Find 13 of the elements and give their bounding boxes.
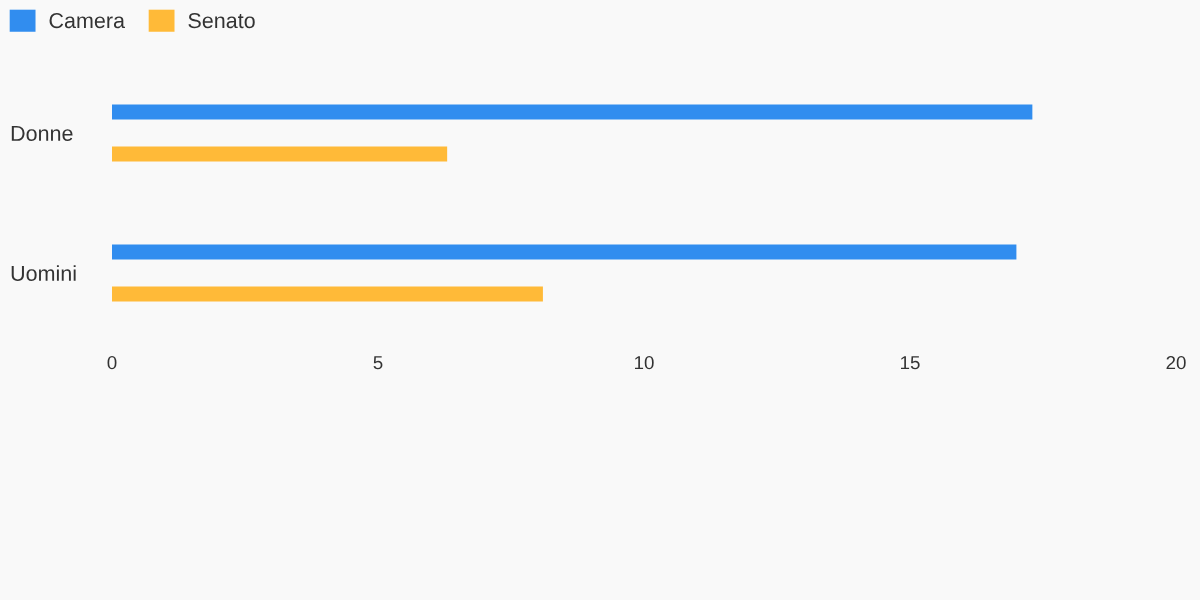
legend-label: Camera (49, 12, 125, 29)
x-tick-label: 10 (635, 356, 654, 370)
bar (112, 104, 1033, 120)
x-tick-label: 5 (373, 356, 383, 370)
y-tick-label: Donne (11, 125, 73, 142)
y-tick-label: Uomini (11, 265, 76, 282)
bar (112, 244, 1017, 260)
x-tick-label: 0 (107, 356, 117, 370)
x-tick-label: 20 (1166, 356, 1186, 370)
x-tick-label: 15 (901, 356, 920, 370)
bar (112, 286, 543, 302)
legend-label: Senato (188, 12, 255, 29)
bar (112, 146, 448, 162)
